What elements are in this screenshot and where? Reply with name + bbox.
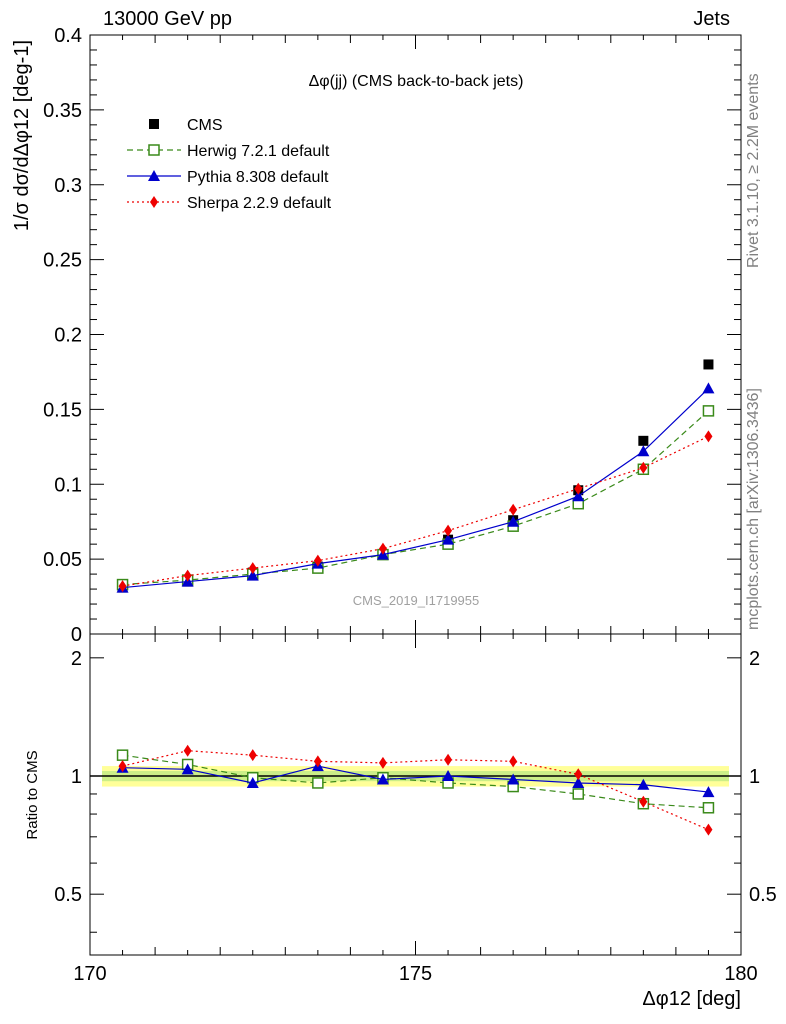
cms-main-point [703,359,714,370]
header-process: 13000 GeV pp [103,8,232,30]
y-tick-label: 0.3 [54,175,82,197]
y-tick-label: 0 [71,624,82,646]
x-tick-label: 170 [73,963,106,985]
sherpa-ratio-point [378,756,387,769]
ratio-y-tick-label-right: 2 [749,648,760,670]
ratio-panel-frame [89,633,742,956]
y-tick-label: 0.15 [43,399,82,421]
pythia-main-point [246,569,259,581]
sherpa-main-line [122,435,709,587]
pythia-ratio-point [507,773,520,785]
herwig-ratio-line [122,754,709,809]
pythia-ratio-point [181,763,194,775]
ratio-y-axis-label: Ratio to CMS [24,750,41,839]
sherpa-ratio-point [444,753,453,766]
sherpa-main-point [639,461,648,474]
sherpa-main-point [444,524,453,537]
pythia-main-point [507,515,520,527]
herwig-main-line [122,410,709,586]
pythia-ratio-line [122,765,709,793]
sherpa-ratio-point [639,795,648,808]
sherpa-main-point [378,542,387,555]
sherpa-main-point [509,503,518,516]
sherpa-ratio-point [704,823,713,836]
herwig-ratio-point [572,788,584,800]
legend-label-sherpa: Sherpa 2.2.9 default [187,195,332,212]
pythia-main-line [122,387,709,589]
sherpa-ratio-point [118,760,127,773]
ratio-y-tick-label: 1 [71,766,82,788]
sherpa-ratio-point [574,768,583,781]
herwig-ratio-point [702,802,715,814]
series-layer [116,359,715,836]
chart-text: 170 175 180 0 0.05 0.1 0.15 0.2 0.25 0.3 0.35 0.4 0.… [11,25,777,1010]
rivet-version-label: Rivet 3.1.10, ≥ 2.2M events [745,73,762,268]
y-tick-label: 0.35 [43,100,82,122]
legend: CMS Herwig 7.2.1 default Pythia 8.308 defa… [127,117,332,212]
chart-title: Δφ(jj) (CMS back-to-back jets) [309,73,524,90]
y-tick-label: 0.4 [54,25,82,47]
sherpa-main-point [704,430,713,443]
legend-label-cms: CMS [187,117,223,134]
legend-label-pythia: Pythia 8.308 default [187,169,329,186]
legend-marker-pythia [148,170,160,181]
sherpa-ratio-point [183,744,192,757]
analysis-watermark: CMS_2019_I1719955 [353,593,480,608]
x-tick-label: 180 [724,963,757,985]
ratio-y-tick-label: 2 [71,648,82,670]
pythia-main-point [702,382,715,394]
sherpa-main-point [118,580,127,593]
axis-ticks [89,34,742,955]
sherpa-main-point [313,554,322,567]
header-category: Jets [693,8,730,30]
ratio-y-tick-label-right: 1 [749,766,760,788]
pythia-main-point [442,533,455,545]
y-axis-label: 1/σ dσ/dΔφ12 [deg-1] [11,40,33,231]
sherpa-main-point [248,562,257,575]
mcplots-source-label: mcplots.cern.ch [arXiv:1306.3436] [745,388,762,630]
y-tick-label: 0.25 [43,250,82,272]
legend-marker-herwig [148,144,160,156]
pythia-ratio-point [637,778,650,790]
pythia-ratio-point [702,786,715,798]
pythia-ratio-point [376,773,389,785]
sherpa-main-point [574,482,583,495]
y-tick-label: 0.05 [43,549,82,571]
x-tick-label: 175 [399,963,432,985]
pythia-main-point [572,490,585,502]
legend-marker-cms [149,119,159,129]
y-tick-label: 0.1 [54,474,82,496]
ratio-y-tick-label-right: 0.5 [749,884,777,906]
pythia-ratio-point [246,776,259,788]
legend-marker-sherpa [150,196,158,208]
pythia-ratio-point [442,770,455,782]
sherpa-ratio-point [248,749,257,762]
y-tick-label: 0.2 [54,325,82,347]
ratio-y-tick-label: 0.5 [54,884,82,906]
x-axis-label: Δφ12 [deg] [642,988,741,1010]
herwig-main-point [702,405,715,417]
sherpa-ratio-line [122,750,709,831]
sherpa-ratio-point [313,755,322,768]
sherpa-ratio-point [509,755,518,768]
sherpa-main-point [183,569,192,582]
cms-main-point [638,435,649,446]
legend-label-herwig: Herwig 7.2.1 default [187,143,330,160]
herwig-ratio-point [116,749,129,761]
herwig-ratio-point [312,777,324,789]
pythia-main-point [637,445,650,457]
pythia-ratio-point [572,776,585,788]
